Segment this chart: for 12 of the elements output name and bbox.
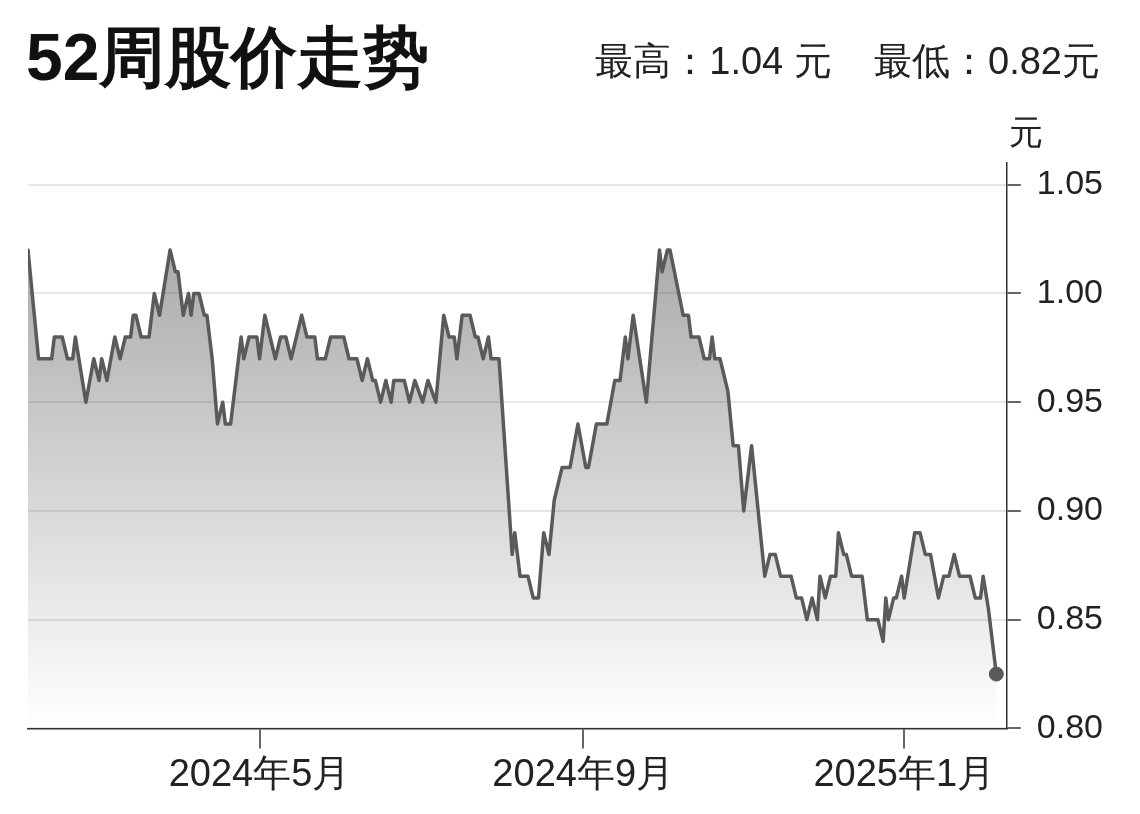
y-tick-label: 0.95 bbox=[1036, 380, 1104, 419]
x-tick-label: 2024年5月 bbox=[168, 751, 351, 794]
x-tick-label: 2025年1月 bbox=[813, 751, 996, 794]
x-tick-label: 2024年9月 bbox=[492, 751, 675, 794]
y-tick-label: 1.00 bbox=[1036, 271, 1104, 310]
y-tick-label: 0.80 bbox=[1036, 706, 1104, 745]
y-tick-label: 0.85 bbox=[1036, 598, 1104, 637]
y-axis-title: 元 bbox=[1008, 113, 1043, 153]
chart-title: 52周股价走势 bbox=[26, 20, 430, 96]
y-tick-label: 0.90 bbox=[1036, 489, 1104, 528]
chart-subtitle: 最高：1.04 元 最低：0.82元 bbox=[595, 40, 1100, 84]
y-tick-label: 1.05 bbox=[1036, 163, 1104, 202]
